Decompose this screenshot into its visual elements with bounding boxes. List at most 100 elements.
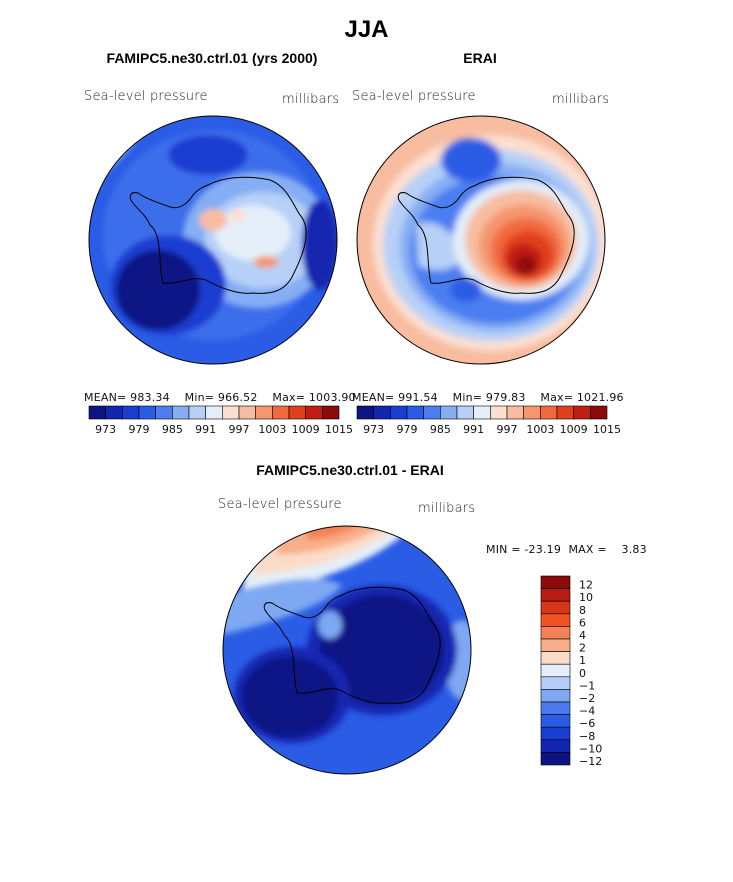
- panel-3-colorbar-swatch: [540, 575, 571, 589]
- panel-2-title: ERAI: [463, 50, 497, 66]
- panel-1-colorbar-swatch: [155, 405, 173, 420]
- panel-1-colorbar-swatch: [138, 405, 156, 420]
- panel-2-mean-value: 991.54: [398, 391, 438, 404]
- panel-3-colorbar-tick-label: −6: [579, 717, 595, 730]
- panel-2-colorbar-swatch: [473, 405, 491, 420]
- panel-3-colorbar-tick-label: 1: [579, 654, 586, 667]
- panel-2-stats: MEAN= 991.54 Min= 979.83 Max= 1021.96: [352, 391, 624, 404]
- panel-1-colorbar-swatch: [188, 405, 206, 420]
- panel-1-colorbar-tick-label: 1015: [325, 423, 353, 436]
- panel-1-field-low-core: [116, 250, 200, 330]
- panel-3-colorbar-tick-label: 4: [579, 629, 586, 642]
- panel-2-colorbar-tick-label: 979: [397, 423, 418, 436]
- panel-3-colorbar-tick-label: −8: [579, 730, 595, 743]
- panel-2-colorbar-tick-label: 973: [363, 423, 384, 436]
- panel-3-colorbar-swatch: [540, 588, 571, 602]
- panel-2-colorbar-swatch: [373, 405, 391, 420]
- panel-2-field-plateau-peak: [516, 255, 536, 275]
- panel-3-min-label: MIN =: [486, 543, 521, 556]
- panel-3-colorbar-swatch: [540, 676, 571, 690]
- panel-1-units: millibars: [282, 92, 340, 107]
- panel-3-colorbar-tick-label: 8: [579, 604, 586, 617]
- panel-3-max-value: 3.83: [621, 543, 647, 556]
- panel-3-colorbar-swatch: [540, 651, 571, 665]
- panel-3-field-peninsula: [318, 611, 342, 639]
- panel-3-field-antarctica-2: [320, 595, 444, 705]
- panel-1-field-peak-b: [254, 256, 278, 268]
- panel-1-map-border: [88, 115, 338, 365]
- panel-2-colorbar-swatch: [456, 405, 474, 420]
- panel-3-min-value: -23.19: [524, 543, 562, 556]
- panel-3-map: [222, 525, 472, 775]
- panel-1-mean-value: 983.34: [130, 391, 170, 404]
- panel-2-min-value: 979.83: [485, 391, 526, 404]
- panel-1-colorbar-swatch: [272, 405, 290, 420]
- panel-1-colorbar-swatch: [122, 405, 140, 420]
- panel-2-colorbar-tick-label: 991: [463, 423, 484, 436]
- panel-1-colorbar-swatch: [172, 405, 190, 420]
- panel-1-colorbar-swatch: [222, 405, 240, 420]
- panel-1-colorbar-tick-label: 1009: [292, 423, 320, 436]
- panel-3-field-weak-negative: [223, 578, 342, 635]
- panel-2-colorbar-swatch: [490, 405, 508, 420]
- panel-3-colorbar-tick-label: −12: [579, 755, 602, 768]
- panel-1-colorbar-tick-label: 985: [162, 423, 183, 436]
- panel-3-colorbar-tick-label: 2: [579, 642, 586, 655]
- panel-2-field-low-south: [450, 278, 482, 302]
- panel-3-title: FAMIPC5.ne30.ctrl.01 - ERAI: [256, 462, 444, 478]
- panel-2-colorbar-swatch: [523, 405, 541, 420]
- panel-2-colorbar-tick-label: 997: [497, 423, 518, 436]
- panel-3-colorbar-swatch: [540, 714, 571, 728]
- figure-title: JJA: [344, 16, 389, 43]
- panel-1-variable: Sea-level pressure: [84, 89, 208, 104]
- panel-3-colorbar-swatch: [540, 626, 571, 640]
- panel-2-colorbar-swatch: [590, 405, 608, 420]
- panel-2-colorbar-swatch: [506, 405, 524, 420]
- panel-1-colorbar-swatch: [288, 405, 306, 420]
- panel-2-field-low-north: [441, 138, 501, 182]
- panel-3-colorbar-swatch: [540, 739, 571, 753]
- panel-3-max-label: MAX =: [568, 543, 607, 556]
- panel-1-mean-label: MEAN=: [84, 391, 127, 404]
- panel-1-stats: MEAN= 983.34 Min= 966.52 Max= 1003.90: [84, 391, 356, 404]
- panel-3-colorbar-tick-label: 10: [579, 591, 593, 604]
- panel-1-field-north-low: [168, 135, 248, 175]
- panel-1-min-label: Min=: [184, 391, 215, 404]
- panel-2-colorbar-swatch: [423, 405, 441, 420]
- panel-3-colorbar-tick-label: −10: [579, 742, 602, 755]
- panel-3-colorbar-swatch: [540, 701, 571, 715]
- panel-2-coastline: [397, 176, 575, 294]
- panel-3-units: millibars: [418, 501, 476, 516]
- panel-2-colorbar-swatch: [390, 405, 408, 420]
- panel-3-colorbar-tick-label: −1: [579, 679, 595, 692]
- panel-3-colorbar-swatch: [540, 663, 571, 678]
- panel-3-map-border: [222, 525, 472, 775]
- panel-2-colorbar-tick-label: 1003: [526, 423, 554, 436]
- panel-1-max-value: 1003.90: [308, 391, 356, 404]
- panel-3-field-positive-core: [307, 526, 372, 540]
- panel-2-colorbar-tick-label: 985: [430, 423, 451, 436]
- panel-2-mean-label: MEAN=: [352, 391, 395, 404]
- panel-3-stats: MIN = -23.19 MAX = 3.83: [486, 543, 647, 556]
- panel-2-colorbar-swatch: [406, 405, 424, 420]
- panel-1-field-east-low: [302, 200, 337, 290]
- panel-1-min-value: 966.52: [217, 391, 258, 404]
- panel-3-colorbar-tick-label: 12: [579, 579, 593, 592]
- panel-1-max-label: Max=: [272, 391, 306, 404]
- panel-3-field-southwest-2: [242, 657, 338, 737]
- panel-2-colorbar-tick-label: 1009: [560, 423, 588, 436]
- panel-3-colorbar-tick-label: 6: [579, 616, 586, 629]
- panel-3-coastline: [263, 586, 441, 704]
- panel-2-colorbar-swatch: [440, 405, 458, 420]
- panel-3-colorbar-swatch: [540, 600, 571, 615]
- panel-2-colorbar-tick-label: 1015: [593, 423, 621, 436]
- panel-3-variable: Sea-level pressure: [218, 497, 342, 512]
- panel-1-colorbar-swatch: [255, 405, 273, 420]
- panel-2-max-value: 1021.96: [576, 391, 624, 404]
- panel-1-colorbar-swatch: [88, 405, 106, 420]
- panel-1-colorbar-tick-label: 979: [129, 423, 150, 436]
- panel-2-colorbar-swatch: [573, 405, 591, 420]
- panel-1-colorbar-tick-label: 973: [95, 423, 116, 436]
- panel-3-colorbar-swatch: [540, 726, 571, 741]
